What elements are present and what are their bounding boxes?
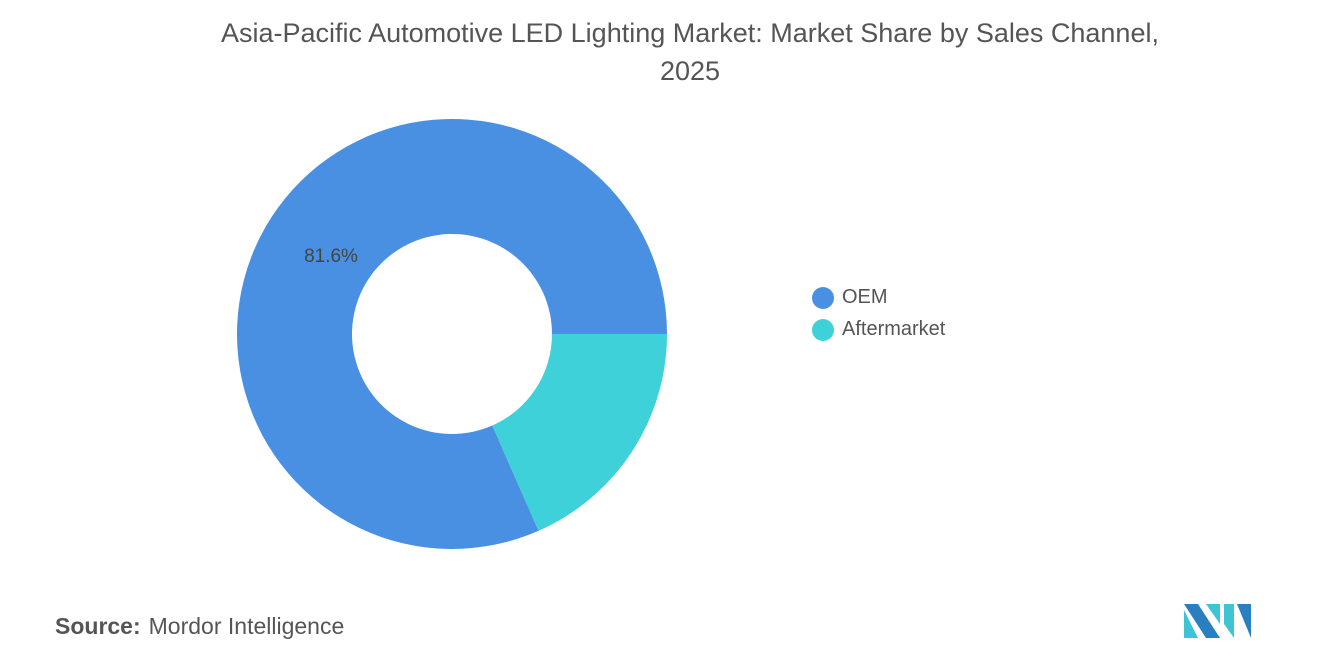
slice-oem: [237, 118, 667, 550]
source-label: Source:: [55, 613, 141, 639]
chart-title-line2: 2025: [659, 56, 721, 86]
legend-item-oem: OEM: [812, 286, 888, 309]
legend-swatch-oem: [812, 286, 834, 309]
mordor-intelligence-logo: [1184, 604, 1251, 638]
data-label-oem: 81.6%: [304, 246, 358, 267]
chart-title-line1: Asia-Pacific Automotive LED Lighting Mar…: [221, 18, 1159, 48]
chart-title: Asia-Pacific Automotive LED Lighting Mar…: [0, 14, 1320, 90]
legend-item-aftermarket: Aftermarket: [812, 318, 945, 341]
slice-aftermarket: [492, 334, 667, 531]
legend-label-oem: OEM: [842, 286, 888, 308]
legend-label-aftermarket: Aftermarket: [842, 318, 946, 340]
legend-swatch-aftermarket: [812, 318, 834, 341]
source-value: Mordor Intelligence: [148, 613, 345, 639]
source-note: Source: Mordor Intelligence: [55, 613, 344, 640]
